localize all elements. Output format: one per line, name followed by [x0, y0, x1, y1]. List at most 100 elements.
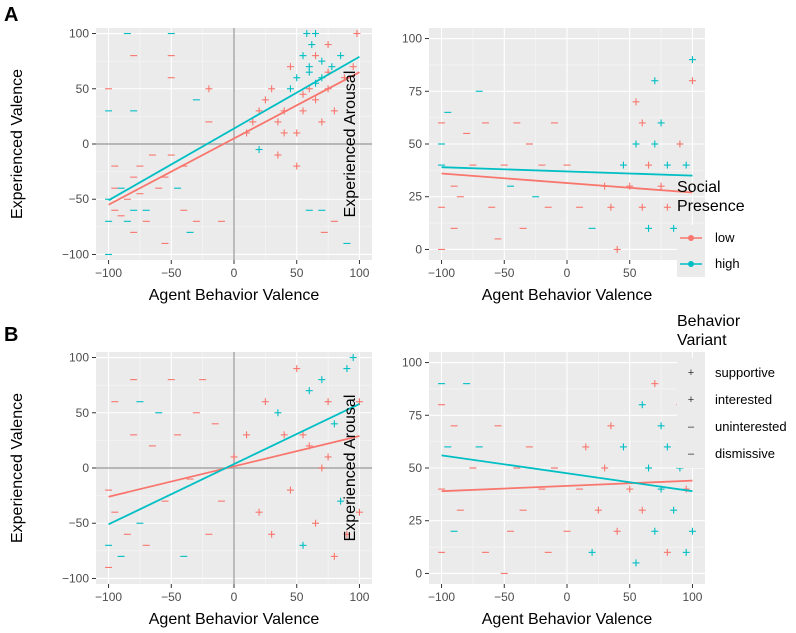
data-point	[651, 140, 659, 148]
x-tick-label: 0	[231, 266, 238, 280]
data-point	[353, 30, 361, 38]
data-point	[330, 552, 338, 560]
legend-key-high-dot	[688, 261, 694, 267]
x-tick-label: 0	[564, 590, 571, 604]
data-point	[318, 376, 326, 384]
data-point	[670, 224, 678, 232]
y-axis-title: Experienced Valence	[9, 69, 26, 219]
x-axis-title: Agent Behavior Valence	[482, 287, 653, 304]
data-point	[670, 506, 678, 514]
data-point	[638, 119, 646, 127]
data-point	[274, 118, 282, 126]
data-point	[303, 30, 311, 38]
y-axis-title: Experienced Valence	[9, 393, 26, 543]
data-point	[318, 57, 326, 65]
data-point	[337, 52, 345, 60]
legend-variant-keys-bg	[677, 358, 705, 468]
data-point	[268, 85, 276, 93]
data-point	[657, 119, 665, 127]
y-tick-label: 0	[82, 461, 89, 475]
data-point	[632, 140, 640, 148]
data-point	[324, 453, 332, 461]
data-point	[663, 443, 671, 451]
x-axis-title: Agent Behavior Valence	[482, 611, 653, 628]
data-point	[299, 541, 307, 549]
x-axis-title: Agent Behavior Valence	[149, 287, 320, 304]
data-point	[261, 96, 269, 104]
data-point	[349, 63, 357, 71]
data-point	[638, 401, 646, 409]
fit-line-high	[108, 403, 360, 526]
data-point	[305, 387, 313, 395]
data-point	[312, 519, 320, 527]
legend-variant-title-line1: Behavior	[677, 313, 741, 330]
data-point	[318, 464, 326, 472]
y-axis-title: Experienced Arousal	[342, 395, 359, 542]
legend-label-interested: interested	[715, 392, 772, 407]
data-point	[205, 85, 213, 93]
legend-label-dismissive: dismissive	[715, 446, 775, 461]
y-tick-label: −50	[69, 516, 90, 530]
data-point	[299, 90, 307, 98]
fit-line-low	[108, 71, 360, 206]
panel-label-b: B	[4, 324, 18, 346]
x-tick-label: −100	[428, 266, 455, 280]
x-tick-label: 100	[682, 590, 702, 604]
data-point	[613, 527, 621, 535]
data-point	[619, 443, 627, 451]
data-point	[619, 161, 627, 169]
data-point	[312, 96, 320, 104]
x-tick-label: −50	[161, 266, 182, 280]
y-tick-label: 50	[76, 82, 90, 96]
data-point	[349, 354, 357, 362]
data-point	[682, 161, 690, 169]
x-tick-label: 100	[349, 590, 369, 604]
data-point	[312, 52, 320, 60]
legend-social-title-line2: Presence	[677, 198, 745, 215]
x-tick-label: −100	[428, 590, 455, 604]
data-point	[255, 146, 263, 154]
legend-label-low: low	[715, 230, 735, 245]
x-tick-label: −50	[161, 590, 182, 604]
data-point	[328, 63, 336, 71]
legend-key-low-dot	[688, 235, 694, 241]
data-point	[688, 527, 696, 535]
x-tick-label: −100	[95, 266, 122, 280]
y-tick-label: 25	[409, 190, 423, 204]
legend-key-supportive: +	[688, 367, 694, 379]
fit-line-high	[441, 454, 693, 493]
y-tick-label: 100	[402, 32, 422, 46]
y-tick-label: 0	[82, 137, 89, 151]
data-point	[293, 365, 301, 373]
legend-social-title-line1: Social	[677, 179, 721, 196]
data-point	[588, 548, 596, 556]
legend-key-uninterested: –	[688, 421, 695, 433]
x-tick-label: 50	[290, 266, 304, 280]
data-point	[274, 151, 282, 159]
y-tick-label: 50	[76, 406, 90, 420]
data-point	[682, 548, 690, 556]
data-point	[318, 118, 326, 126]
data-point	[651, 380, 659, 388]
data-point	[343, 365, 351, 373]
legend-behavior-variant: Behavior Variant + supportive + interest…	[677, 313, 787, 468]
data-point	[293, 129, 301, 137]
data-point	[330, 420, 338, 428]
data-point	[299, 52, 307, 60]
y-tick-label: 50	[409, 461, 423, 475]
data-point	[645, 224, 653, 232]
data-point	[286, 85, 294, 93]
plot-b-valence: −100 −50 0 50 100 −100 −50 0 50 100 Agent Behavior…	[9, 351, 372, 628]
x-tick-label: 50	[623, 590, 637, 604]
y-tick-label: 100	[69, 27, 89, 41]
y-tick-label: 25	[409, 514, 423, 528]
data-point	[676, 140, 684, 148]
plot-a-valence: −100 −50 0 50 100 −100 −50 0 50 100 Agent Behavior…	[9, 27, 372, 304]
y-tick-label: 100	[402, 356, 422, 370]
data-point	[308, 41, 316, 49]
data-point	[657, 422, 665, 430]
y-tick-label: 100	[69, 351, 89, 365]
data-point	[243, 431, 251, 439]
data-point	[632, 98, 640, 106]
legend-label-high: high	[715, 256, 740, 271]
